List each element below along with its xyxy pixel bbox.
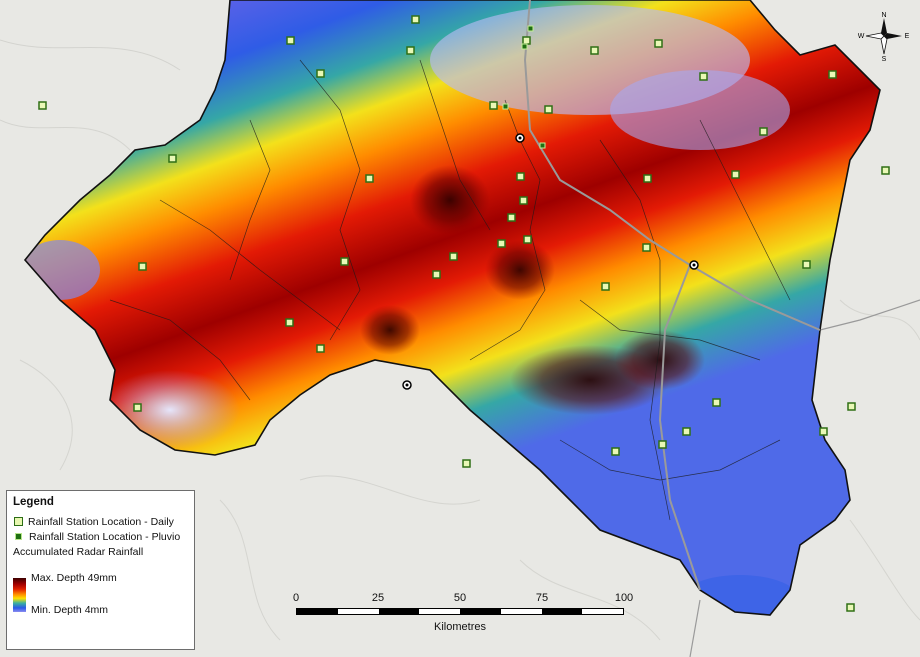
scale-tick: 100 [614,592,634,604]
scale-tick: 0 [292,592,300,604]
scale-tick: 75 [535,592,549,604]
legend-pluvio-row: Rainfall Station Location - Pluvio [13,529,188,544]
rainfall-ramp-swatch [13,578,26,612]
scale-units: Kilometres [434,621,486,633]
east-label: E [905,33,910,40]
west-label: W [858,33,865,40]
legend-radar-row: Accumulated Radar Rainfall [13,544,188,559]
scale-bar: 0 25 50 75 100 Kilometres [290,592,634,642]
legend-pluvio-label: Rainfall Station Location - Pluvio [29,530,181,543]
legend-title: Legend [13,496,54,508]
pluvio-station-icon [15,533,22,540]
north-label: N [881,12,886,19]
main-road [523,0,821,591]
river-lines [689,299,920,657]
scale-tick: 25 [371,592,385,604]
legend-daily-row: Rainfall Station Location - Daily [13,514,188,529]
town-markers [402,133,699,390]
legend-radar-label: Accumulated Radar Rainfall [13,545,144,558]
pluvio-station-markers [502,25,546,149]
terrain-hillshade [0,39,920,641]
scale-bar-segments [296,608,624,615]
scale-tick: 50 [453,592,467,604]
north-arrow: N S W E [858,12,910,62]
basin-boundary [23,0,881,616]
daily-station-markers [38,15,890,612]
south-label: S [882,56,887,62]
map-legend: Legend Rainfall Station Location - Daily… [6,490,195,650]
daily-station-icon [14,517,23,526]
legend-min-label: Min. Depth 4mm [31,604,109,616]
subcatchment-boundaries [109,59,791,521]
legend-color-ramp: Max. Depth 49mm Min. Depth 4mm [13,572,188,618]
legend-max-label: Max. Depth 49mm [31,572,117,584]
legend-daily-label: Rainfall Station Location - Daily [28,515,174,528]
